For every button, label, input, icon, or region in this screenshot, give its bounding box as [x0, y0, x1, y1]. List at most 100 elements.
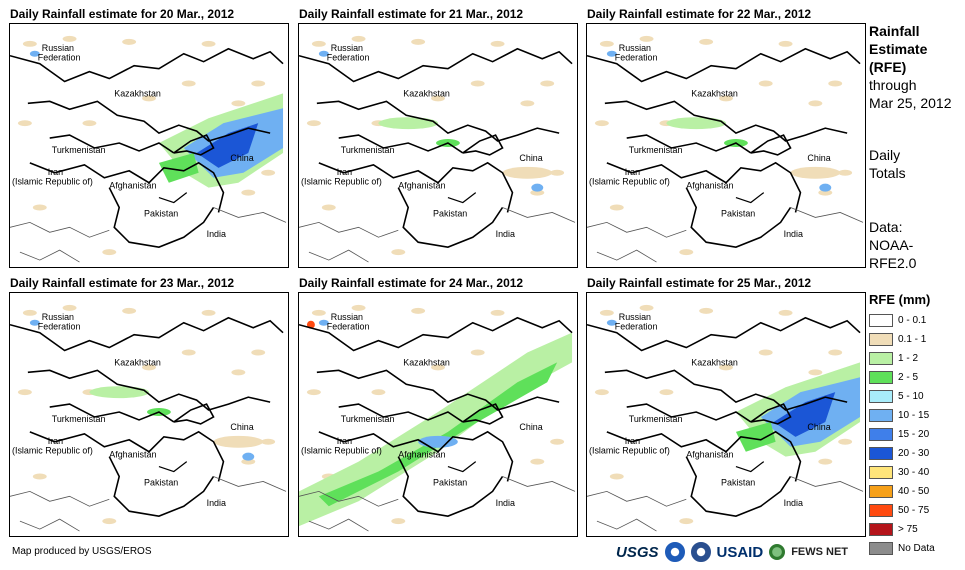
legend-item: 1 - 2 [869, 349, 935, 368]
legend-label: 0 - 0.1 [898, 315, 927, 326]
side-line-5: Mar 25, 2012 [869, 95, 952, 111]
legend-label: 0.1 - 1 [898, 334, 927, 345]
legend-label: 1 - 2 [898, 353, 919, 364]
label-pakistan: Pakistan [721, 477, 755, 487]
legend-label: 15 - 20 [898, 429, 930, 440]
side-line-4: through [869, 77, 917, 93]
fews-globe-icon [769, 544, 786, 560]
legend-label: 10 - 15 [898, 410, 930, 421]
label-iran: Iran [625, 167, 640, 177]
panel-title-3: Daily Rainfall estimate for 22 Mar., 201… [587, 7, 812, 21]
label-iran-sub: (Islamic Republic of) [301, 446, 382, 456]
legend-label: 5 - 10 [898, 391, 924, 402]
legend-item: 5 - 10 [869, 387, 935, 406]
label-turkmenistan: Turkmenistan [52, 414, 106, 424]
panel-title-4: Daily Rainfall estimate for 23 Mar., 201… [10, 276, 235, 290]
label-turkmenistan: Turkmenistan [341, 414, 395, 424]
legend-swatch [869, 466, 893, 479]
map-svg: Russian Federation Kazakhstan Turkmenist… [299, 35, 576, 263]
logo-strip: USGS USAID FEWS NET [616, 538, 848, 566]
map-panel-6: Russian Federation Kazakhstan Turkmenist… [586, 292, 866, 537]
label-china: China [230, 153, 253, 163]
legend-swatch [869, 409, 893, 422]
label-russia: Russian [331, 43, 363, 53]
legend-swatch [869, 447, 893, 460]
legend-item: 10 - 15 [869, 406, 935, 425]
label-kazakhstan: Kazakhstan [691, 88, 738, 98]
map-panel-1: Russian Federation Kazakhstan Turkmenist… [9, 23, 289, 268]
label-federation: Federation [615, 322, 658, 332]
label-afghanistan: Afghanistan [109, 181, 156, 191]
label-india: India [784, 498, 803, 508]
label-russia: Russian [331, 312, 363, 322]
noaa-logo-icon [664, 542, 685, 562]
usgs-logo: USGS [616, 543, 659, 561]
side-line-9: NOAA- [869, 237, 914, 253]
label-turkmenistan: Turkmenistan [52, 145, 106, 155]
map-panel-3: Russian Federation Kazakhstan Turkmenist… [586, 23, 866, 268]
side-line-1: Rainfall [869, 23, 920, 39]
legend-swatch [869, 542, 893, 555]
legend-label: > 75 [898, 524, 918, 535]
map-svg: Russian Federation Kazakhstan Turkmenist… [587, 35, 864, 263]
label-turkmenistan: Turkmenistan [629, 145, 683, 155]
legend-label: 30 - 40 [898, 467, 930, 478]
legend-item: 15 - 20 [869, 425, 935, 444]
side-data-source: Data: NOAA- RFE2.0 [869, 218, 916, 272]
label-afghanistan: Afghanistan [686, 181, 733, 191]
label-kazakhstan: Kazakhstan [691, 357, 738, 367]
label-india: India [207, 229, 226, 239]
label-russia: Russian [619, 43, 651, 53]
label-india: India [496, 229, 515, 239]
label-kazakhstan: Kazakhstan [114, 357, 161, 367]
label-russia: Russian [42, 43, 74, 53]
map-credit: Map produced by USGS/EROS [12, 546, 152, 557]
legend-swatch [869, 523, 893, 536]
legend-label: 40 - 50 [898, 486, 930, 497]
panel-title-2: Daily Rainfall estimate for 21 Mar., 201… [299, 7, 524, 21]
label-iran-sub: (Islamic Republic of) [12, 177, 93, 187]
legend-item: 30 - 40 [869, 463, 935, 482]
label-pakistan: Pakistan [721, 208, 755, 218]
legend-swatch [869, 352, 893, 365]
label-india: India [496, 498, 515, 508]
legend-item: 20 - 30 [869, 444, 935, 463]
side-heading: Rainfall Estimate (RFE) through Mar 25, … [869, 22, 952, 112]
label-russia: Russian [619, 312, 651, 322]
map-svg: Russian Federation Kazakhstan Turkmenist… [587, 304, 864, 532]
label-iran-sub: (Islamic Republic of) [589, 446, 670, 456]
map-panel-4: Russian Federation Kazakhstan Turkmenist… [9, 292, 289, 537]
map-panel-5: Russian Federation Kazakhstan Turkmenist… [298, 292, 578, 537]
legend-label: 20 - 30 [898, 448, 930, 459]
label-kazakhstan: Kazakhstan [403, 88, 450, 98]
label-china: China [807, 422, 830, 432]
label-iran-sub: (Islamic Republic of) [12, 446, 93, 456]
label-pakistan: Pakistan [144, 208, 178, 218]
side-line-7: Totals [869, 165, 906, 181]
side-totals: Daily Totals [869, 146, 906, 182]
label-iran-sub: (Islamic Republic of) [301, 177, 382, 187]
label-kazakhstan: Kazakhstan [403, 357, 450, 367]
legend-swatch [869, 428, 893, 441]
label-federation: Federation [38, 322, 81, 332]
label-afghanistan: Afghanistan [398, 181, 445, 191]
usaid-logo: USAID [716, 543, 764, 561]
legend-item: 40 - 50 [869, 482, 935, 501]
map-svg: Russian Federation Kazakhstan Turkmenist… [10, 35, 287, 263]
map-panel-2: Russian Federation Kazakhstan Turkmenist… [298, 23, 578, 268]
legend-swatch [869, 371, 893, 384]
label-kazakhstan: Kazakhstan [114, 88, 161, 98]
legend-item: > 75 [869, 520, 935, 539]
legend-swatch [869, 390, 893, 403]
label-federation: Federation [615, 53, 658, 63]
label-iran-sub: (Islamic Republic of) [589, 177, 670, 187]
panel-title-1: Daily Rainfall estimate for 20 Mar., 201… [10, 7, 235, 21]
label-india: India [207, 498, 226, 508]
fews-net-logo: FEWS NET [791, 546, 849, 558]
label-federation: Federation [327, 53, 370, 63]
legend-label: 2 - 5 [898, 372, 919, 383]
map-svg: Russian Federation Kazakhstan Turkmenist… [299, 304, 576, 532]
label-federation: Federation [327, 322, 370, 332]
nasa-seal-icon [690, 542, 711, 562]
legend-item: 0.1 - 1 [869, 330, 935, 349]
